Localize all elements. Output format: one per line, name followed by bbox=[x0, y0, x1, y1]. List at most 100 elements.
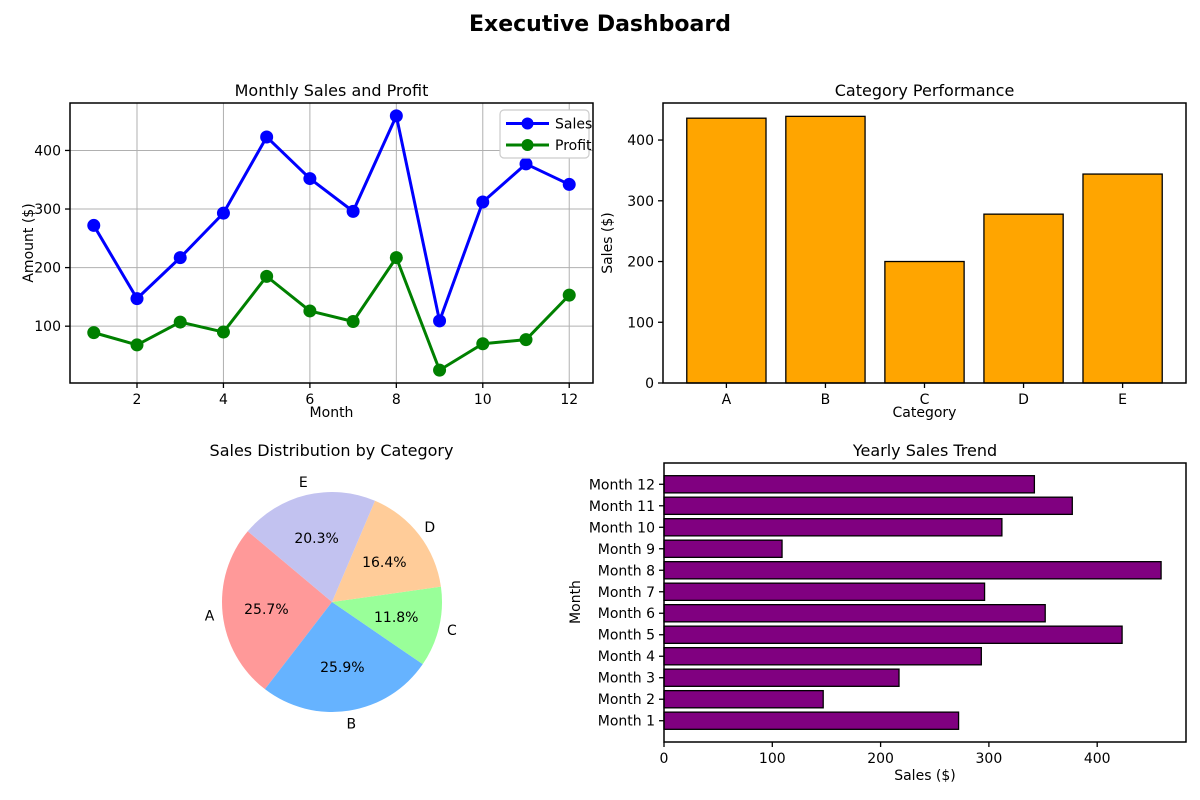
bar-month-1 bbox=[663, 711, 960, 730]
bar-month-2 bbox=[663, 689, 824, 709]
profit-marker bbox=[562, 288, 576, 302]
profit-marker bbox=[216, 325, 230, 339]
sales-marker bbox=[303, 172, 317, 186]
pie-pct-C: 11.8% bbox=[374, 610, 418, 626]
y-tick-label: Month 6 bbox=[598, 606, 655, 622]
y-tick-label: Month 3 bbox=[598, 671, 655, 687]
pie-label-A: A bbox=[205, 608, 215, 624]
pie-pct-B: 25.9% bbox=[320, 660, 364, 676]
x-tick-label: B bbox=[821, 392, 831, 408]
profit-marker bbox=[433, 363, 447, 377]
sales-marker bbox=[433, 314, 447, 328]
bar-month-3 bbox=[663, 668, 900, 687]
bar-A bbox=[686, 117, 767, 384]
dashboard-suptitle: Executive Dashboard bbox=[469, 12, 731, 37]
profit-marker bbox=[303, 304, 317, 318]
bar-month-9 bbox=[663, 539, 783, 559]
y-tick-label: 100 bbox=[34, 319, 61, 335]
x-axis-label: Month bbox=[310, 405, 354, 421]
x-tick-label: 100 bbox=[759, 751, 786, 767]
pie-slice-A bbox=[221, 531, 332, 690]
y-tick-label: 100 bbox=[627, 315, 654, 331]
sales-distribution-pie-chart: A 25.7% B 25.9% C 11.8% D 16.4% E 20.3% Sales Dist… bbox=[205, 441, 457, 733]
bar-B bbox=[785, 115, 866, 384]
chart-title: Monthly Sales and Profit bbox=[235, 81, 429, 100]
bar-month-12 bbox=[663, 475, 1036, 494]
x-tick-label: A bbox=[722, 392, 732, 408]
x-tick-label: 10 bbox=[474, 392, 492, 408]
pie-pct-D: 16.4% bbox=[362, 555, 406, 571]
bar-month-8 bbox=[663, 561, 1162, 580]
y-tick-label: Month 9 bbox=[598, 542, 655, 558]
profit-marker bbox=[173, 315, 187, 329]
sales-marker bbox=[346, 204, 360, 218]
chart-title: Category Performance bbox=[835, 81, 1015, 100]
bar-C bbox=[884, 260, 965, 384]
pie-label-D: D bbox=[424, 520, 435, 536]
profit-marker bbox=[346, 314, 360, 328]
y-tick-label: 300 bbox=[34, 202, 61, 218]
pie-slice-C bbox=[332, 586, 442, 665]
x-axis-label: Sales ($) bbox=[894, 768, 956, 784]
monthly-sales-profit-chart: 2 4 6 8 10 12 100 200 300 400 Monthly Sales and Pr… bbox=[21, 81, 594, 421]
bar-month-10 bbox=[663, 518, 1003, 537]
pie-label-B: B bbox=[346, 717, 356, 733]
pie-slice-E bbox=[247, 492, 375, 602]
category-performance-chart: A B C D E 0 100 200 300 400 Category Performance Ca… bbox=[600, 81, 1187, 421]
legend-marker bbox=[521, 139, 534, 151]
bar-month-11 bbox=[663, 496, 1073, 516]
bar-E bbox=[1082, 173, 1163, 384]
sales-marker bbox=[519, 157, 533, 171]
x-tick-label: 0 bbox=[660, 751, 669, 767]
y-tick-label: 200 bbox=[34, 261, 61, 277]
bar-D bbox=[983, 213, 1064, 384]
profit-marker bbox=[130, 338, 144, 352]
sales-marker bbox=[87, 218, 101, 232]
profit-marker bbox=[87, 326, 101, 340]
y-tick-label: 200 bbox=[627, 255, 654, 271]
y-tick-label: Month 4 bbox=[598, 649, 655, 665]
y-tick-label: Month 8 bbox=[598, 563, 655, 579]
x-tick-label: D bbox=[1018, 392, 1029, 408]
x-axis-label: Category bbox=[893, 405, 957, 421]
y-axis-label: Amount ($) bbox=[21, 203, 37, 282]
x-tick-label: 12 bbox=[560, 392, 578, 408]
legend: Sales Profit bbox=[499, 109, 592, 159]
bar-month-5 bbox=[663, 625, 1123, 644]
pie-slice-D bbox=[332, 500, 441, 602]
bar-month-4 bbox=[663, 646, 982, 666]
x-tick-label: 4 bbox=[219, 392, 228, 408]
axes-spines bbox=[69, 102, 594, 384]
pie-pct-E: 20.3% bbox=[294, 531, 338, 547]
chart-title: Sales Distribution by Category bbox=[210, 441, 454, 460]
sales-marker bbox=[216, 206, 230, 220]
axes-spines bbox=[663, 462, 1187, 743]
sales-marker bbox=[562, 177, 576, 191]
bar-month-7 bbox=[663, 582, 986, 602]
profit-marker bbox=[476, 337, 490, 351]
bar-month-6 bbox=[663, 603, 1046, 623]
x-tick-label: 400 bbox=[1084, 751, 1111, 767]
legend-label: Sales bbox=[555, 117, 592, 133]
x-tick-label: 6 bbox=[305, 392, 314, 408]
pie-label-E: E bbox=[299, 475, 308, 491]
sales-marker bbox=[173, 251, 187, 265]
y-tick-label: Month 10 bbox=[589, 520, 655, 536]
y-tick-label: Month 1 bbox=[598, 714, 655, 730]
pie-label-C: C bbox=[447, 623, 457, 639]
pie-pct-A: 25.7% bbox=[244, 602, 288, 618]
x-tick-label: 2 bbox=[133, 392, 142, 408]
x-tick-label: 8 bbox=[392, 392, 401, 408]
sales-marker bbox=[130, 292, 144, 306]
sales-marker bbox=[476, 195, 490, 209]
y-tick-label: Month 11 bbox=[589, 499, 655, 515]
y-tick-label: 400 bbox=[34, 143, 61, 159]
y-tick-label: Month 2 bbox=[598, 692, 655, 708]
y-axis-label: Month bbox=[568, 580, 584, 624]
x-tick-label: 200 bbox=[867, 751, 894, 767]
profit-marker bbox=[389, 251, 403, 265]
sales-line bbox=[92, 114, 571, 323]
yearly-sales-trend-chart: Month 1 Month 2 Month 3 Month 4 Month 5 Month… bbox=[568, 441, 1187, 784]
y-tick-label: 400 bbox=[627, 133, 654, 149]
